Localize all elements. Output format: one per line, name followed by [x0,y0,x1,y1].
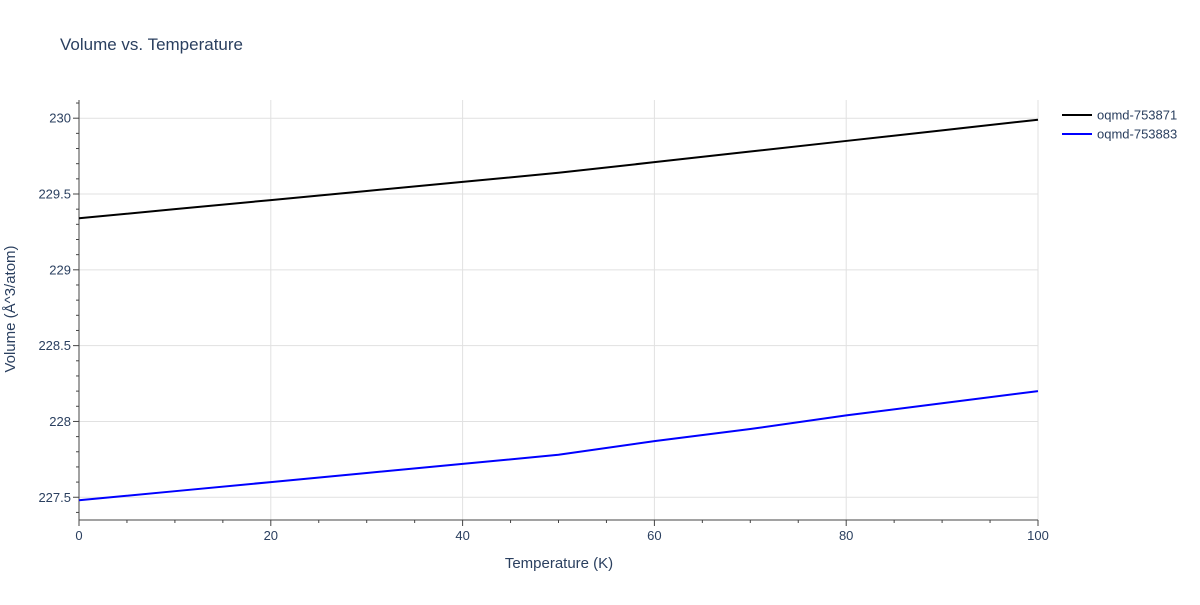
y-tick-label: 228.5 [38,338,71,353]
y-axis-title: Volume (Å^3/atom) [2,245,19,372]
series-line-oqmd-753871 [78,118,1039,220]
y-tick-label: 227.5 [38,490,71,505]
series-lines [78,118,1039,502]
x-tick-label: 40 [455,528,469,543]
x-axis-title: Temperature (K) [505,555,613,572]
chart-title: Volume vs. Temperature [60,35,243,54]
legend-label-oqmd-753883: oqmd-753883 [1097,127,1177,142]
x-tick-label: 100 [1027,528,1049,543]
axes: 0 20 40 60 80 100 227.5 228 228.5 229 229.5 230 [38,100,1049,543]
x-tick-label: 80 [839,528,853,543]
legend-label-oqmd-753871: oqmd-753871 [1097,108,1177,123]
series-line-oqmd-753883 [78,390,1039,502]
grid-lines [79,100,1039,520]
y-tick-label: 228 [49,414,71,429]
x-tick-label: 20 [264,528,278,543]
legend: oqmd-753871 oqmd-753883 [1062,108,1177,142]
x-tick-label: 60 [647,528,661,543]
x-tick-label: 0 [75,528,82,543]
y-tick-label: 229 [49,262,71,277]
y-tick-label: 230 [49,111,71,126]
y-tick-label: 229.5 [38,187,71,202]
